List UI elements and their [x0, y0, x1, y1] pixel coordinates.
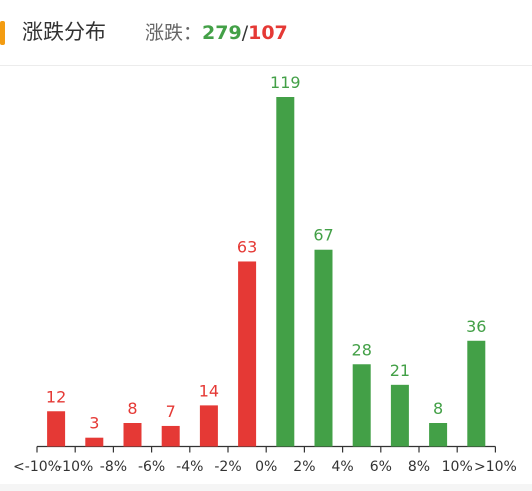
bar-value-label: 67 [313, 226, 333, 245]
x-tick-label: 6% [370, 459, 392, 475]
bar[interactable] [199, 405, 218, 447]
bar[interactable] [314, 249, 333, 447]
advance-decline-stats: 涨跌：279/107 [145, 19, 288, 47]
bar[interactable] [352, 364, 371, 447]
bar-value-label: 119 [270, 73, 301, 92]
x-tick-label: 4% [331, 459, 353, 475]
x-tick-label: 0% [255, 459, 277, 475]
bar-value-label: 3 [89, 414, 99, 433]
x-tick-label: 10% [442, 459, 473, 475]
bottom-strip [0, 484, 532, 491]
bar-value-label: 14 [199, 381, 219, 400]
stats-separator: / [241, 22, 249, 44]
bar-value-label: 8 [433, 399, 443, 418]
x-tick-label: >10% [474, 459, 517, 475]
bar[interactable] [123, 423, 142, 447]
bar-value-label: 12 [46, 387, 66, 406]
bar[interactable] [276, 97, 295, 447]
x-tick-label: <-10% [13, 459, 61, 475]
bar-value-label: 21 [390, 361, 410, 380]
bar-value-label: 63 [237, 237, 257, 256]
x-tick-label: 2% [293, 459, 315, 475]
bar[interactable] [429, 423, 448, 447]
accent-bar [0, 21, 5, 45]
bar[interactable] [238, 261, 257, 447]
x-tick-label: -4% [176, 459, 203, 475]
bar-value-label: 28 [352, 340, 372, 359]
bar[interactable] [161, 425, 180, 447]
up-count: 279 [202, 22, 242, 44]
x-tick-label: -10% [57, 459, 93, 475]
bar[interactable] [85, 437, 104, 447]
x-tick-label: -6% [138, 459, 165, 475]
x-tick-label: -8% [100, 459, 127, 475]
down-count: 107 [248, 22, 288, 44]
bar-value-label: 7 [166, 402, 176, 421]
bar[interactable] [390, 384, 409, 447]
stats-label: 涨跌： [145, 22, 203, 44]
x-tick-label: 8% [408, 459, 430, 475]
bar[interactable] [467, 340, 486, 447]
chart-header: 涨跌分布 涨跌：279/107 [0, 0, 532, 66]
chart-title: 涨跌分布 [22, 20, 106, 44]
bar[interactable] [47, 411, 66, 447]
x-tick-label: -2% [214, 459, 241, 475]
bar-value-label: 8 [127, 399, 137, 418]
bar-value-label: 36 [466, 317, 486, 336]
